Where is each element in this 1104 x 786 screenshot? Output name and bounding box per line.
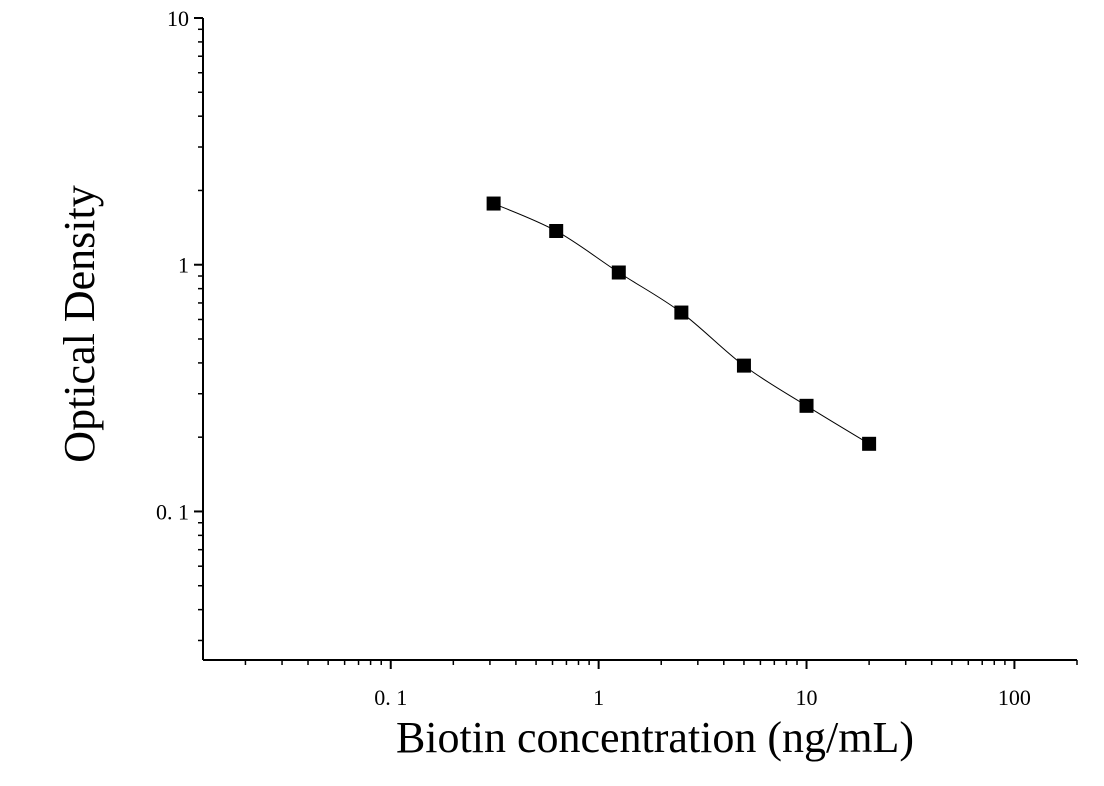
- y-tick-label: 1: [178, 253, 189, 278]
- x-tick-label: 100: [998, 685, 1031, 710]
- point: [611, 265, 626, 280]
- x-tick-label: 10: [796, 685, 818, 710]
- point: [674, 305, 689, 320]
- point: [549, 223, 564, 238]
- y-tick-label: 0. 1: [156, 499, 189, 524]
- point: [799, 398, 814, 413]
- x-tick-label: 0. 1: [374, 685, 407, 710]
- point: [486, 196, 501, 211]
- point: [862, 436, 877, 451]
- x-tick-label: 1: [593, 685, 604, 710]
- y-tick-label: 10: [167, 6, 189, 31]
- point: [736, 358, 751, 373]
- y-axis-title: Optical Density: [55, 185, 104, 462]
- x-axis-title: Biotin concentration (ng/mL): [396, 713, 914, 762]
